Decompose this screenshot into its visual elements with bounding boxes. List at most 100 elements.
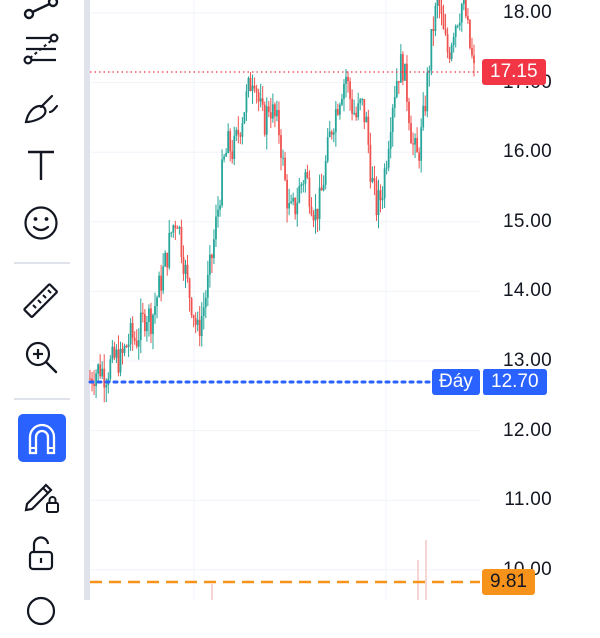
- candle-body: [450, 45, 453, 60]
- candle-body: [292, 197, 295, 202]
- brush-tool-icon: [24, 94, 59, 124]
- candle-body: [336, 109, 339, 115]
- candle-body: [278, 110, 280, 136]
- candle-body: [255, 88, 258, 93]
- candle-body: [253, 85, 256, 89]
- candle-body: [341, 98, 343, 105]
- zoom-in-tool[interactable]: [14, 330, 68, 384]
- candle-body: [294, 197, 297, 215]
- trend-line-tool[interactable]: [14, 0, 68, 38]
- candle-body: [467, 16, 469, 21]
- candle-body: [239, 134, 242, 137]
- candle-body: [473, 55, 475, 64]
- candle-body: [432, 29, 435, 31]
- chart-canvas[interactable]: [86, 0, 600, 600]
- candle-body: [190, 298, 193, 316]
- candle-body: [154, 306, 156, 315]
- candle-body: [351, 98, 353, 114]
- unlock-tool[interactable]: [14, 526, 68, 580]
- candle-body: [174, 225, 177, 228]
- candle-body: [343, 83, 345, 99]
- candle-body: [213, 239, 215, 259]
- candle-body: [204, 297, 207, 308]
- candle-body: [369, 144, 372, 182]
- candle-body: [101, 368, 104, 377]
- candle-body: [139, 312, 142, 341]
- candle-body: [109, 359, 112, 379]
- candle-body: [211, 254, 213, 259]
- candle-body: [152, 314, 154, 335]
- candle-body: [280, 135, 282, 158]
- candle-body: [97, 364, 100, 374]
- lock-drawings-icon: [24, 483, 59, 513]
- price-tick: 18.00: [502, 2, 552, 23]
- candle-body: [113, 346, 116, 358]
- candle-body: [458, 22, 461, 26]
- brush-tool[interactable]: [14, 82, 68, 136]
- candle-body: [308, 177, 311, 207]
- candle-body: [194, 318, 197, 325]
- candle-body: [320, 187, 323, 191]
- candle-body: [225, 152, 228, 157]
- text-tool[interactable]: [14, 138, 68, 192]
- candle-body: [385, 167, 388, 169]
- candle-body: [131, 323, 134, 338]
- candle-body: [399, 54, 402, 83]
- candle-body: [115, 349, 118, 358]
- emoji-tool-icon: [24, 206, 58, 240]
- candle-body: [371, 178, 374, 182]
- candle-body: [314, 208, 317, 221]
- candle-body: [160, 275, 163, 291]
- candle-body: [324, 160, 327, 185]
- candle-body: [434, 5, 437, 31]
- candle-body: [395, 81, 398, 98]
- candle-body: [158, 275, 160, 298]
- candle-body: [426, 72, 429, 112]
- candle-body: [428, 70, 431, 73]
- toolbar-separator: [14, 398, 70, 400]
- candle-body: [182, 256, 185, 274]
- price-tick: 12.00: [502, 420, 552, 441]
- candle-body: [170, 232, 173, 234]
- toolbar-separator: [14, 262, 70, 264]
- candle-body: [164, 252, 167, 267]
- candle-body: [247, 78, 250, 92]
- candle-body: [103, 368, 106, 388]
- fib-retracement-tool[interactable]: [14, 23, 68, 77]
- candle-body: [444, 29, 447, 35]
- candle-body: [418, 152, 421, 161]
- candle-body: [223, 156, 225, 160]
- unlock-icon: [28, 536, 54, 571]
- candle-body: [200, 315, 203, 337]
- candle-body: [137, 340, 140, 347]
- emoji-tool[interactable]: [14, 196, 68, 250]
- price-chart[interactable]: 18.00 17.00 16.00 15.00 14.00 13.00 12.0…: [86, 0, 600, 600]
- candle-body: [206, 274, 209, 298]
- candle-body: [269, 112, 272, 119]
- candle-body: [414, 138, 416, 145]
- candle-body: [231, 151, 234, 160]
- bottom-line-label[interactable]: Đáy: [432, 369, 480, 395]
- magnet-tool[interactable]: [18, 414, 66, 462]
- candle-body: [202, 307, 205, 316]
- lock-drawings-tool[interactable]: [14, 468, 68, 522]
- candle-body: [188, 278, 191, 299]
- candle-body: [306, 172, 309, 178]
- candle-body: [235, 129, 238, 136]
- candle-body: [259, 98, 262, 102]
- candle-body: [359, 99, 362, 104]
- candle-body: [150, 308, 152, 335]
- candle-body: [355, 112, 358, 118]
- bottom-line-price-badge: 12.70: [482, 369, 547, 395]
- ruler-tool[interactable]: [14, 274, 68, 328]
- candle-body: [156, 297, 158, 307]
- candle-body: [290, 201, 293, 204]
- trend-line-tool-icon: [23, 0, 59, 20]
- candle-body: [133, 337, 136, 341]
- candle-body: [276, 110, 278, 117]
- candle-body: [162, 266, 165, 291]
- candle-body: [219, 205, 221, 210]
- candle-body: [196, 319, 199, 325]
- candle-body: [345, 76, 347, 84]
- more-tools[interactable]: [14, 584, 68, 638]
